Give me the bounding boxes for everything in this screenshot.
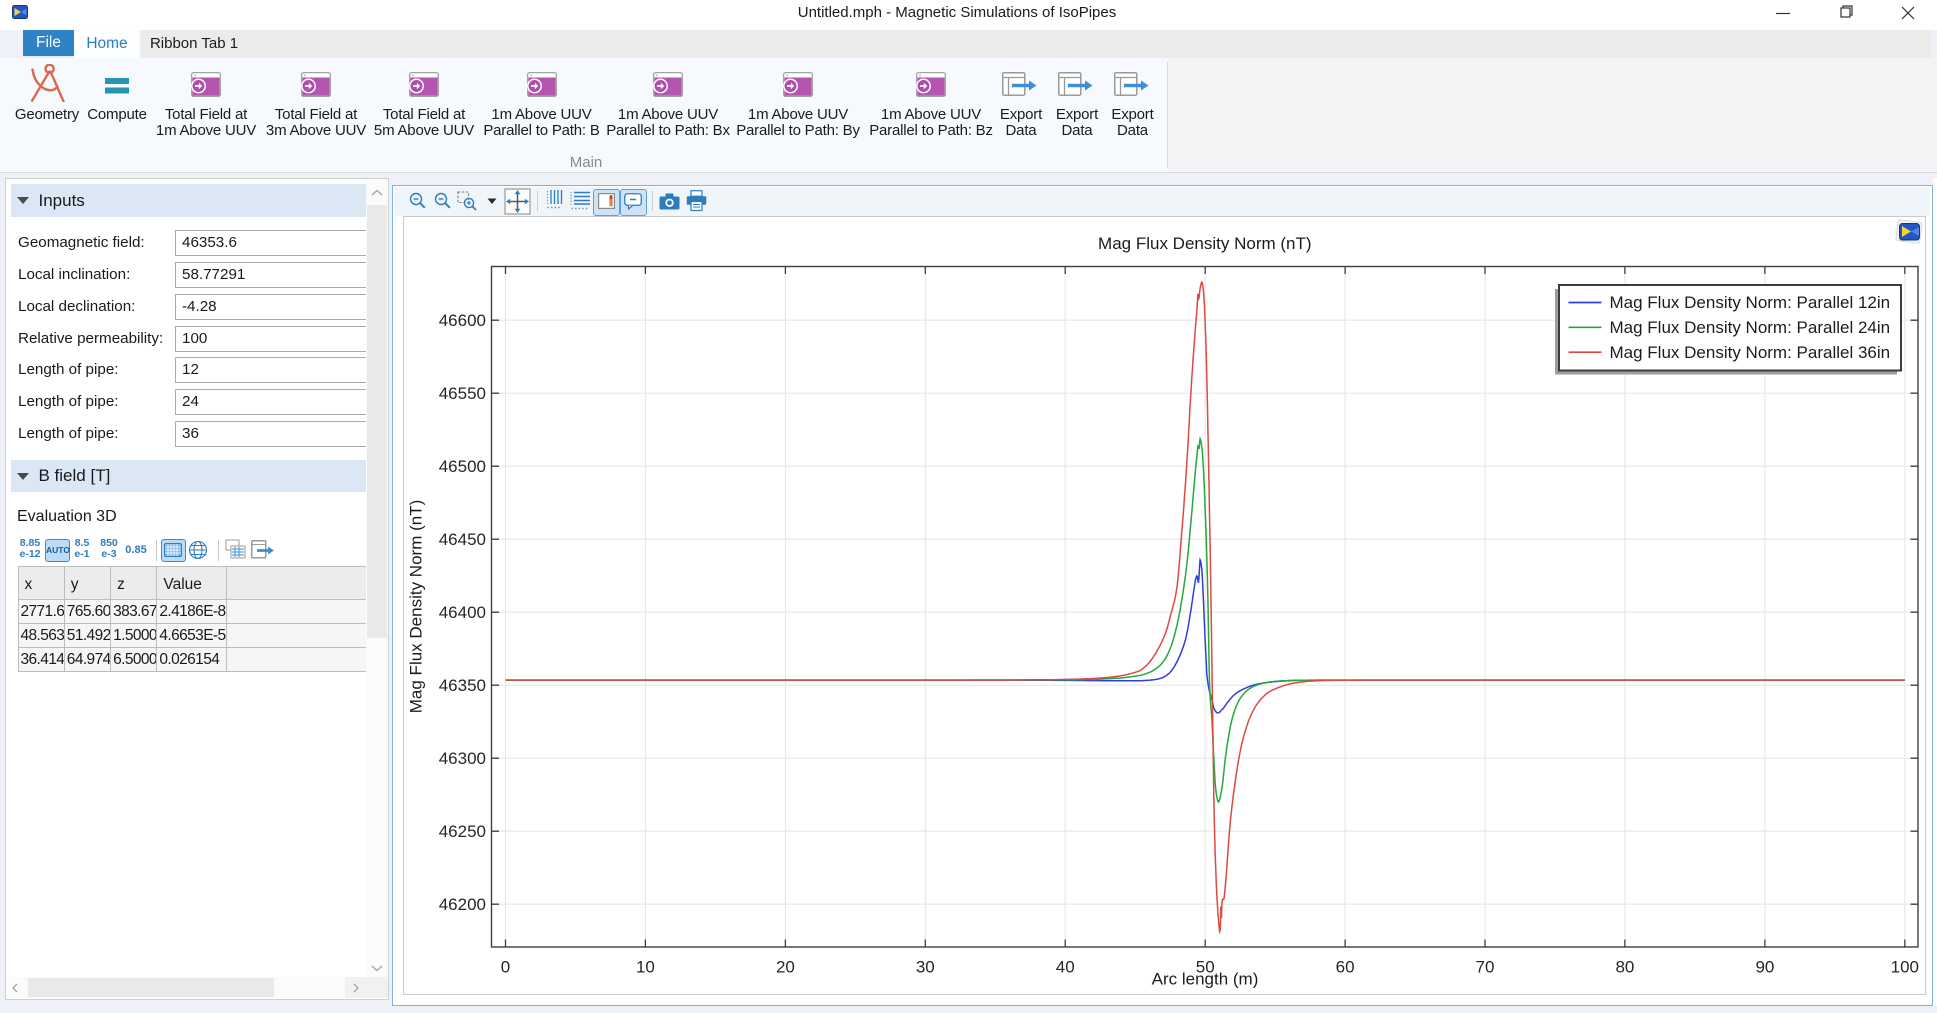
- svg-text:46500: 46500: [439, 457, 486, 476]
- svg-text:80: 80: [1615, 958, 1634, 977]
- svg-text:46600: 46600: [439, 311, 486, 330]
- svg-text:40: 40: [1056, 958, 1075, 977]
- svg-text:100: 100: [1891, 958, 1919, 977]
- svg-text:Mag Flux Density Norm: Paralle: Mag Flux Density Norm: Parallel 24in: [1610, 318, 1891, 337]
- svg-text:Mag Flux Density Norm (nT): Mag Flux Density Norm (nT): [1098, 234, 1311, 253]
- svg-text:20: 20: [776, 958, 795, 977]
- svg-text:Mag Flux Density Norm: Paralle: Mag Flux Density Norm: Parallel 12in: [1610, 293, 1891, 312]
- svg-text:Mag Flux Density Norm (nT): Mag Flux Density Norm (nT): [407, 500, 426, 713]
- svg-text:0: 0: [501, 958, 510, 977]
- svg-text:46450: 46450: [439, 530, 486, 549]
- svg-text:50: 50: [1196, 958, 1215, 977]
- svg-text:46300: 46300: [439, 749, 486, 768]
- svg-text:46550: 46550: [439, 384, 486, 403]
- svg-text:70: 70: [1476, 958, 1495, 977]
- svg-text:46250: 46250: [439, 822, 486, 841]
- svg-text:30: 30: [916, 958, 935, 977]
- svg-text:46350: 46350: [439, 676, 486, 695]
- svg-text:Arc length (m): Arc length (m): [1152, 970, 1259, 989]
- svg-text:90: 90: [1755, 958, 1774, 977]
- svg-text:46200: 46200: [439, 895, 486, 914]
- svg-text:46400: 46400: [439, 603, 486, 622]
- svg-text:Mag Flux Density Norm: Paralle: Mag Flux Density Norm: Parallel 36in: [1610, 343, 1891, 362]
- svg-text:60: 60: [1336, 958, 1355, 977]
- svg-text:10: 10: [636, 958, 655, 977]
